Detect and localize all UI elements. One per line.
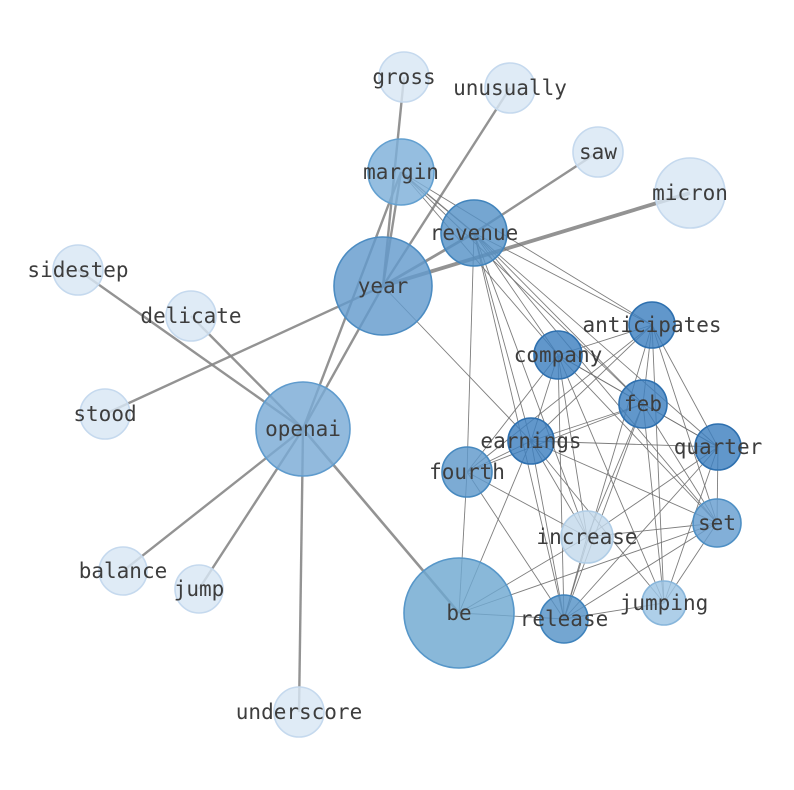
edge-earnings-release bbox=[530, 440, 565, 620]
edge-earnings-set bbox=[530, 440, 718, 524]
edge-margin-anticipates bbox=[400, 171, 653, 326]
edge-set-release bbox=[563, 522, 718, 620]
node-earnings[interactable] bbox=[507, 417, 555, 465]
edge-stood-year bbox=[104, 284, 384, 416]
edge-company-increase bbox=[557, 354, 588, 538]
node-delicate[interactable] bbox=[165, 290, 217, 342]
node-release[interactable] bbox=[539, 594, 589, 644]
edge-quarter-jumping bbox=[663, 446, 719, 604]
node-revenue[interactable] bbox=[440, 199, 508, 267]
edge-micron-year bbox=[382, 191, 691, 288]
edge-feb-release bbox=[563, 403, 644, 620]
node-saw[interactable] bbox=[572, 126, 624, 178]
edge-feb-fourth bbox=[466, 403, 644, 473]
edge-margin-feb bbox=[400, 171, 644, 405]
node-stood[interactable] bbox=[79, 388, 131, 440]
edge-revenue-fourth bbox=[466, 232, 475, 473]
edge-anticipates-earnings bbox=[530, 324, 653, 442]
node-underscore[interactable] bbox=[273, 686, 325, 738]
edge-revenue-earnings bbox=[473, 232, 532, 442]
edge-fourth-release bbox=[466, 471, 565, 620]
node-company[interactable] bbox=[533, 330, 583, 380]
edge-quarter-release bbox=[563, 446, 719, 620]
edge-anticipates-release bbox=[563, 324, 653, 620]
node-jump[interactable] bbox=[174, 564, 224, 614]
edge-company-set bbox=[557, 354, 718, 524]
node-margin[interactable] bbox=[367, 138, 435, 206]
node-balance[interactable] bbox=[98, 546, 148, 596]
node-fourth[interactable] bbox=[441, 446, 493, 498]
node-jumping[interactable] bbox=[641, 580, 687, 626]
node-openai[interactable] bbox=[255, 381, 351, 477]
node-feb[interactable] bbox=[618, 379, 668, 429]
edge-revenue-increase bbox=[473, 232, 588, 538]
edge-revenue-feb bbox=[473, 232, 644, 405]
node-unusually[interactable] bbox=[484, 62, 536, 114]
node-be[interactable] bbox=[403, 557, 515, 669]
node-gross[interactable] bbox=[378, 51, 430, 103]
node-increase[interactable] bbox=[560, 510, 614, 564]
edge-anticipates-set bbox=[651, 324, 718, 524]
nodes-layer bbox=[52, 51, 742, 738]
edge-anticipates-fourth bbox=[466, 324, 653, 473]
edge-company-release bbox=[557, 354, 565, 620]
node-set[interactable] bbox=[692, 498, 742, 548]
edge-revenue-set bbox=[473, 232, 718, 524]
node-anticipates[interactable] bbox=[628, 301, 676, 349]
edge-feb-jumping bbox=[642, 403, 665, 604]
node-sidestep[interactable] bbox=[52, 244, 104, 296]
node-year[interactable] bbox=[333, 236, 433, 336]
edge-anticipates-jumping bbox=[651, 324, 665, 604]
edge-earnings-quarter bbox=[530, 440, 719, 448]
node-quarter[interactable] bbox=[694, 423, 742, 471]
node-micron[interactable] bbox=[654, 157, 726, 229]
edge-revenue-quarter bbox=[473, 232, 719, 448]
